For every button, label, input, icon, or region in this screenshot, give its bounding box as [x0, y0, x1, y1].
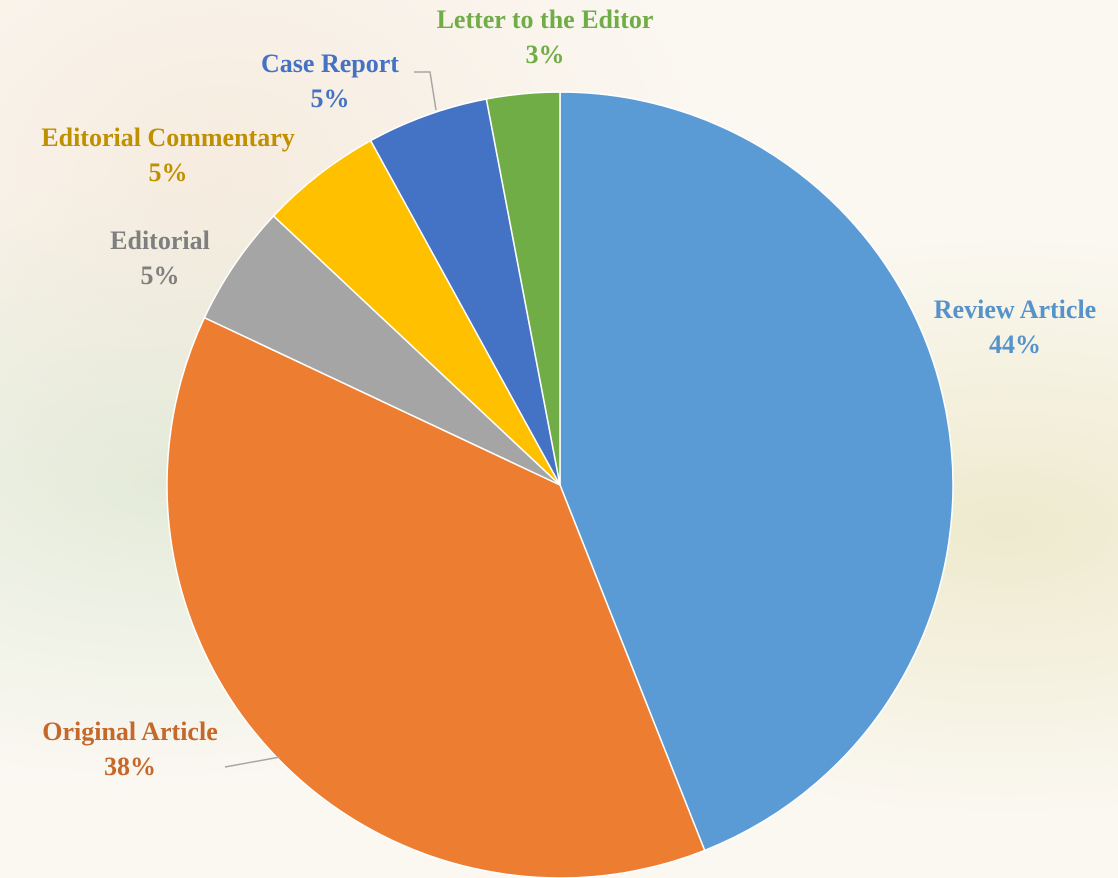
- pie: [167, 92, 953, 878]
- leader-line: [414, 72, 436, 110]
- chart: Review Article 44% Original Article 38% Edit…: [0, 0, 1118, 878]
- slice-value-label: 44%: [989, 330, 1041, 359]
- page: {"chart_data": {"type": "pie", "categori…: [0, 0, 1118, 878]
- slice-value-label: 5%: [149, 158, 188, 187]
- slice-label: Editorial: [110, 226, 210, 255]
- slice-label: Review Article: [934, 295, 1096, 324]
- slice-label: Case Report: [261, 49, 399, 78]
- slice-value-label: 3%: [526, 40, 565, 69]
- slice-label: Editorial Commentary: [41, 123, 294, 152]
- leader-line: [225, 757, 280, 767]
- slice-label: Original Article: [42, 717, 217, 746]
- slice-label: Letter to the Editor: [437, 5, 654, 34]
- slice-value-label: 5%: [141, 261, 180, 290]
- slice-value-label: 38%: [104, 752, 156, 781]
- slice-value-label: 5%: [311, 84, 350, 113]
